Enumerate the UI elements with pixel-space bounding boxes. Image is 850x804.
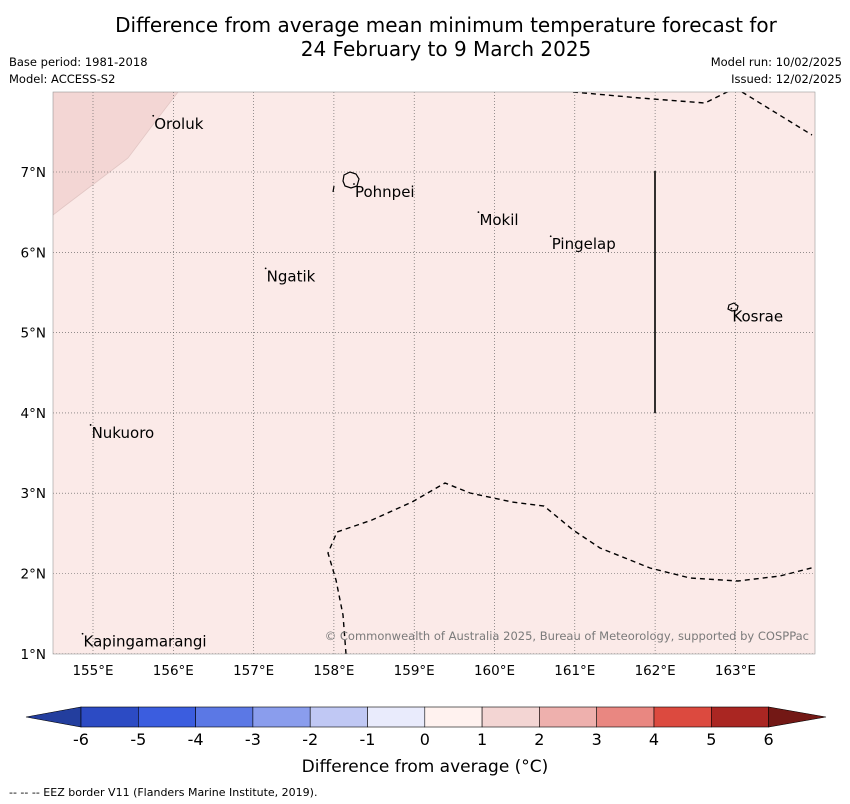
colorbar-bin (80, 706, 139, 728)
base-period: Base period: 1981-2018 (9, 55, 148, 69)
lat-tick-label: 1°N (21, 647, 46, 663)
colorbar-bin (195, 706, 254, 728)
lat-tick-label: 2°N (21, 567, 46, 583)
colorbar-bin (710, 706, 769, 728)
island-marker (730, 307, 733, 310)
colorbar-tick-label: 6 (764, 730, 774, 749)
colorbar-tick-label: -3 (245, 730, 261, 749)
colorbar-extend-low (25, 706, 82, 728)
island-marker (81, 632, 84, 635)
lon-tick-label: 161°E (554, 663, 595, 679)
eez-border-north (572, 92, 729, 104)
island-marker (353, 183, 355, 185)
colorbar-tick-label: -1 (360, 730, 376, 749)
meta-right: Model run: 10/02/2025 Issued: 12/02/2025 (711, 54, 842, 88)
colorbar-tick-label: 0 (420, 730, 430, 749)
island-marker (549, 235, 552, 238)
model-run: Model run: 10/02/2025 (710, 55, 842, 69)
island-marker (264, 267, 267, 270)
island-outline-small (332, 185, 335, 193)
colorbar-tick-label: -6 (73, 730, 89, 749)
place-label-oroluk: Oroluk (154, 115, 203, 133)
lon-tick-label: 160°E (474, 663, 515, 679)
lon-tick-label: 163°E (715, 663, 756, 679)
colorbar-label: Difference from average (°C) (301, 757, 549, 777)
title-line-2: 24 February to 9 March 2025 (300, 37, 592, 61)
colorbar-bin (309, 706, 368, 728)
lat-tick-label: 6°N (21, 245, 46, 261)
lon-tick-label: 159°E (394, 663, 435, 679)
pohnpei-island-outline (342, 171, 360, 189)
colorbar-bin (481, 706, 540, 728)
place-label-kosrae: Kosrae (732, 308, 783, 326)
lon-tick-label: 156°E (153, 663, 194, 679)
lon-tick-label: 162°E (635, 663, 676, 679)
meta-left: Base period: 1981-2018 Model: ACCESS-S2 (9, 54, 148, 88)
forecast-map: Oroluk Pohnpei Mokil Pingelap Ngatik Kosrae Nu… (21, 91, 827, 749)
copyright-notice: © Commonwealth of Australia 2025, Bureau… (325, 629, 809, 643)
place-label-mokil: Mokil (479, 211, 518, 229)
colorbar-bin (424, 706, 483, 728)
colorbar-bin (367, 706, 426, 728)
eez-border-legend: -- -- -- EEZ border V11 (Flanders Marine… (9, 786, 318, 799)
island-marker (89, 424, 92, 426)
colorbar-tick-label: 3 (592, 730, 602, 749)
lat-tick-label: 4°N (21, 406, 46, 422)
colorbar-extend-high (768, 706, 827, 728)
colorbar-bin (138, 706, 196, 728)
place-label-ngatik: Ngatik (267, 267, 316, 285)
colorbar-bin (252, 706, 311, 728)
lon-tick-label: 157°E (233, 663, 274, 679)
colorbar-tick-label: 5 (706, 730, 716, 749)
place-label-kapingamarangi: Kapingamarangi (84, 633, 207, 651)
lat-tick-label: 7°N (21, 165, 46, 181)
map-frame (52, 91, 816, 655)
colorbar-bin (653, 706, 712, 728)
eez-border-northeast (741, 92, 813, 136)
place-label-pingelap: Pingelap (552, 235, 616, 253)
colorbar-tick-label: 4 (649, 730, 659, 749)
place-labels: Oroluk Pohnpei Mokil Pingelap Ngatik Kosrae Nu… (81, 114, 783, 651)
lat-tick-label: 5°N (21, 326, 46, 342)
kosrae-island-outline (727, 302, 739, 312)
warmer-anomaly-region (53, 92, 179, 216)
colorbar-tick-label: -4 (188, 730, 204, 749)
map-background (53, 92, 815, 654)
axis-labels: 155°E 156°E 157°E 158°E 159°E 160°E 161°E 162°E… (21, 165, 756, 679)
colorbar-bin (596, 706, 655, 728)
colorbar: -6 -5 -4 -3 -2 -1 0 1 2 3 4 5 6 (25, 706, 827, 749)
lon-tick-label: 155°E (72, 663, 113, 679)
place-label-pohnpei: Pohnpei (355, 183, 415, 201)
lat-tick-label: 3°N (21, 486, 46, 502)
island-marker (477, 211, 480, 214)
issued-date: Issued: 12/02/2025 (731, 72, 842, 86)
colorbar-bin (539, 706, 598, 728)
lon-tick-label: 158°E (313, 663, 354, 679)
title-line-1: Difference from average mean minimum tem… (115, 13, 777, 37)
colorbar-tick-label: 1 (477, 730, 487, 749)
island-marker (152, 114, 155, 117)
map-title: Difference from average mean minimum tem… (60, 13, 832, 61)
graticule (53, 92, 815, 654)
colorbar-tick-label: 2 (534, 730, 544, 749)
model-name: Model: ACCESS-S2 (9, 72, 116, 86)
colorbar-tick-label: -5 (130, 730, 146, 749)
place-label-nukuoro: Nukuoro (92, 424, 155, 442)
colorbar-tick-label: -2 (302, 730, 318, 749)
